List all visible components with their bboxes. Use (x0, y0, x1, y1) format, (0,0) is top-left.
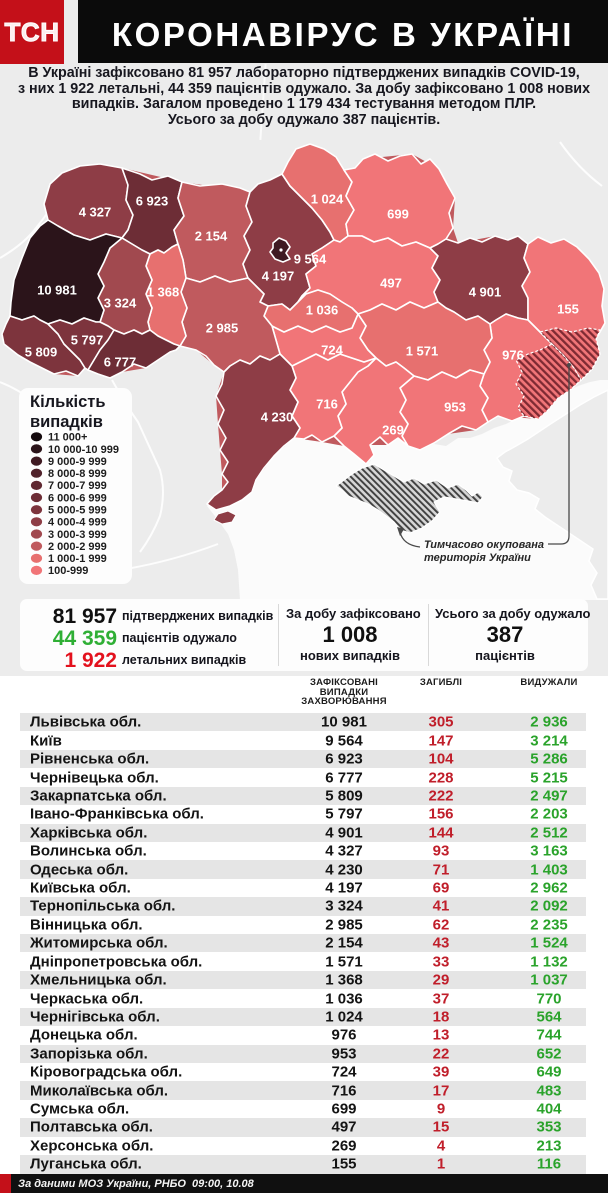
svg-text:724: 724 (321, 343, 343, 358)
svg-text:2 000-2 999: 2 000-2 999 (48, 541, 107, 553)
svg-text:4 230: 4 230 (261, 410, 294, 425)
svg-text:9 564: 9 564 (294, 252, 327, 267)
svg-text:7 000-7 999: 7 000-7 999 (48, 480, 107, 492)
svg-text:6 777: 6 777 (104, 355, 137, 370)
svg-text:5 809: 5 809 (25, 345, 58, 360)
svg-text:6 923: 6 923 (136, 194, 169, 209)
svg-text:Тимчасово окупована: Тимчасово окупована (424, 539, 544, 551)
svg-text:976: 976 (502, 348, 524, 363)
svg-text:1 024: 1 024 (311, 192, 344, 207)
svg-text:953: 953 (444, 400, 466, 415)
svg-text:9 000-9 999: 9 000-9 999 (48, 456, 107, 468)
svg-text:716: 716 (316, 397, 338, 412)
svg-text:5 797: 5 797 (71, 333, 104, 348)
svg-text:випадків: випадків (30, 413, 103, 431)
svg-text:2 985: 2 985 (206, 321, 239, 336)
svg-text:497: 497 (380, 276, 402, 291)
svg-text:1 571: 1 571 (406, 344, 439, 359)
svg-text:1 000-1 999: 1 000-1 999 (48, 553, 107, 565)
svg-text:10 981: 10 981 (37, 283, 77, 298)
svg-text:10 000-10 999: 10 000-10 999 (48, 444, 119, 456)
svg-text:4 000-4 999: 4 000-4 999 (48, 517, 107, 529)
svg-text:Кількість: Кількість (30, 393, 106, 411)
svg-text:155: 155 (557, 302, 579, 317)
svg-text:4 327: 4 327 (79, 205, 112, 220)
svg-text:8 000-8 999: 8 000-8 999 (48, 468, 107, 480)
svg-text:6 000-6 999: 6 000-6 999 (48, 492, 107, 504)
svg-text:11 000+: 11 000+ (48, 432, 87, 444)
svg-text:4 197: 4 197 (262, 269, 295, 284)
svg-text:269: 269 (382, 423, 404, 438)
svg-text:4 901: 4 901 (469, 285, 502, 300)
svg-text:1 036: 1 036 (306, 303, 339, 318)
svg-text:2 154: 2 154 (195, 229, 228, 244)
svg-text:1 368: 1 368 (147, 285, 180, 300)
svg-text:3 324: 3 324 (104, 296, 137, 311)
svg-text:100-999: 100-999 (48, 565, 88, 577)
svg-text:5 000-5 999: 5 000-5 999 (48, 505, 107, 517)
svg-text:699: 699 (387, 207, 409, 222)
svg-text:3 000-3 999: 3 000-3 999 (48, 529, 107, 541)
svg-text:територія України: територія України (424, 552, 531, 564)
